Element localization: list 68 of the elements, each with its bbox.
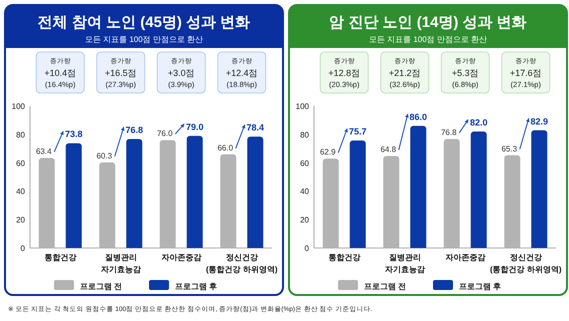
data-label: 86.0 (409, 112, 428, 122)
bar (350, 140, 366, 248)
text: 증가량 +5.3점 (6.8%p) (452, 57, 479, 89)
y-tick-label: 40 (300, 187, 310, 196)
y-tick-label: 100 (296, 102, 310, 111)
bar (99, 162, 116, 248)
data-label: 60.3 (96, 151, 113, 160)
x-tick-label: 정신건강 (통합건강 하위영역) (206, 253, 278, 274)
bar (383, 156, 400, 248)
bar (322, 158, 339, 248)
text: 증가량 +12.8점 (20.3%p) (328, 57, 360, 89)
chart-title: 전체 참여 노인 (45명) 성과 변화 (38, 14, 250, 31)
text: 증가량 +10.4점 (16.4%p) (44, 57, 76, 89)
bar (186, 136, 203, 248)
text: 증가량 +16.5점 (27.3%p) (104, 57, 137, 89)
y-tick-label: 20 (300, 216, 310, 225)
data-label: 75.7 (348, 126, 367, 137)
legend-label: 프로그램 전 (80, 282, 122, 291)
bar (470, 132, 487, 248)
data-label: 66.0 (217, 143, 234, 152)
data-label: 76.8 (440, 128, 458, 137)
bar (66, 143, 82, 248)
chart-subtitle: 모든 지표를 100점 만점으로 환산 (84, 35, 204, 44)
data-label: 76.0 (156, 129, 174, 138)
x-tick-label: 질병관리 자기효능감 (100, 253, 141, 274)
bar (160, 140, 176, 248)
data-label: 82.0 (470, 118, 488, 128)
x-tick-label: 통합건강 (44, 253, 76, 262)
bar (504, 155, 520, 248)
y-tick-label: 60 (16, 158, 26, 168)
y-tick-label: 0 (304, 244, 310, 253)
text: 증가량 +17.6점 (27.1%p) (510, 57, 542, 89)
bar (410, 126, 426, 248)
legend-label: 프로그램 후 (459, 282, 502, 291)
bar (531, 130, 548, 248)
data-label: 82.9 (530, 116, 548, 126)
text: 증가량 +12.4점 (18.8%p) (226, 57, 258, 89)
chart-subtitle: 모든 지표를 100점 만점으로 환산 (368, 35, 488, 44)
y-tick-label: 80 (300, 130, 310, 140)
data-label: 62.9 (320, 148, 336, 157)
legend-label: 프로그램 전 (364, 282, 406, 291)
y-tick-label: 60 (300, 158, 310, 168)
bar (444, 138, 460, 248)
x-tick-label: 자아존중감 (161, 253, 202, 262)
text: 증가량 +21.2점 (32.6%p) (388, 57, 421, 89)
legend-label: 프로그램 후 (175, 282, 218, 291)
chart-title: 암 진단 노인 (14명) 성과 변화 (329, 14, 527, 31)
data-label: 63.4 (36, 146, 52, 156)
data-label: 65.3 (501, 144, 518, 154)
bar (220, 154, 236, 248)
x-tick-label: 질병관리 자기효능감 (384, 253, 425, 274)
data-label: 73.8 (64, 129, 83, 140)
data-label: 79.0 (186, 122, 204, 132)
y-tick-label: 80 (16, 130, 26, 140)
x-tick-label: 자아존중감 (445, 253, 486, 262)
data-label: 64.8 (380, 144, 397, 154)
data-label: 76.8 (125, 124, 144, 135)
y-tick-label: 20 (16, 216, 26, 225)
data-label: 78.4 (246, 122, 264, 133)
bar (247, 136, 264, 248)
y-tick-label: 0 (20, 244, 26, 253)
bar (126, 138, 142, 248)
text: 증가량 +3.0점 (3.9%p) (168, 57, 195, 89)
x-tick-label: 정신건강 (통합건강 하위영역) (490, 253, 562, 274)
x-tick-label: 통합건강 (328, 253, 360, 262)
bar (38, 158, 55, 248)
y-tick-label: 40 (16, 187, 26, 196)
y-tick-label: 100 (12, 102, 26, 111)
